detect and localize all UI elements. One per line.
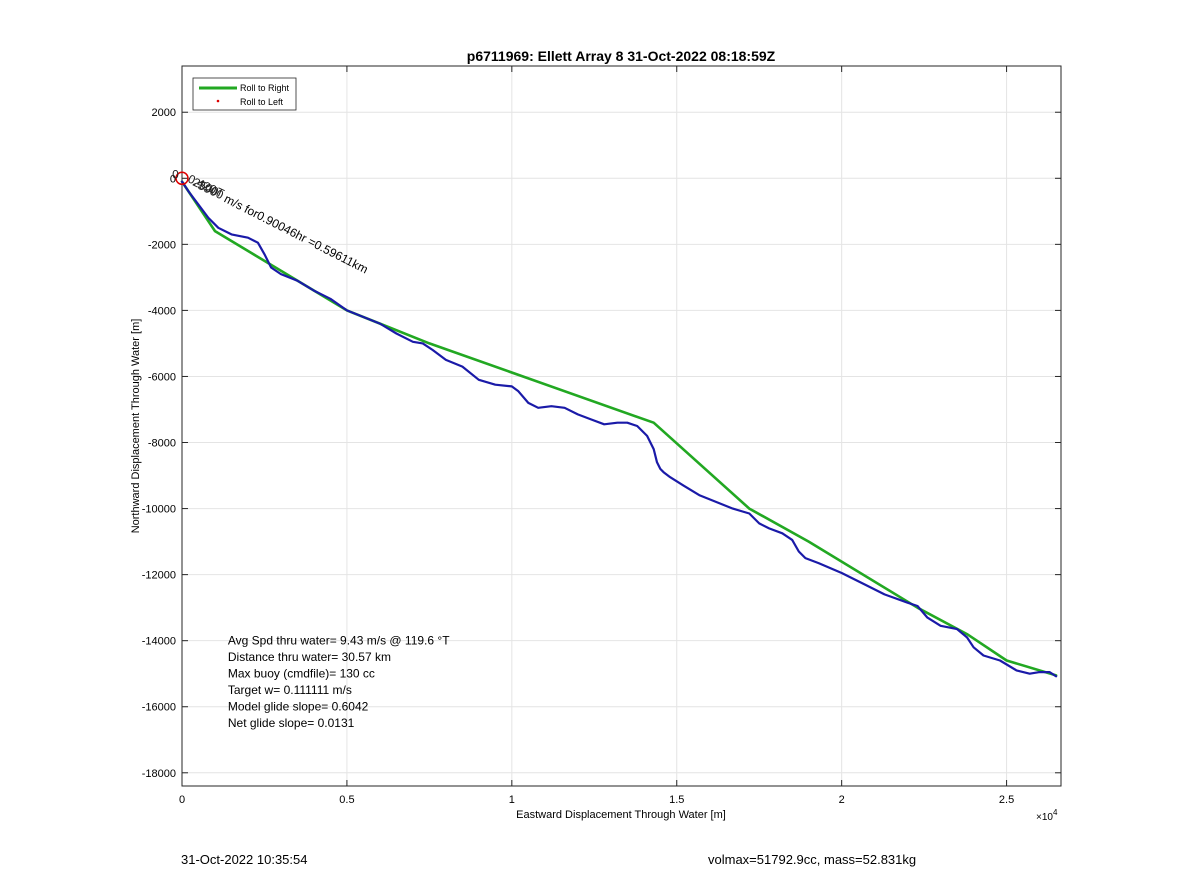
x-tick-label: 0.5 [339,794,354,806]
stats-annotation: Distance thru water= 30.57 km [228,650,391,664]
legend-roll-right-label: Roll to Right [240,83,290,93]
y-tick-label: -2000 [148,239,176,251]
annotations-layer: Avg Spd thru water= 9.43 m/s @ 119.6 °T D… [228,634,450,731]
x-tick-label: 0 [179,794,185,806]
y-tick-label: -14000 [142,636,176,648]
y-axis: 2000 0 -2000 -4000 -6000 -8000 -10000 -12000 -14… [142,107,1061,780]
y-tick-label: -4000 [148,305,176,317]
legend-box [192,77,297,111]
y-tick-label: 2000 [152,107,176,119]
x-tick-label: 1 [509,794,515,806]
legend-roll-left-marker [216,99,220,103]
x-axis-label: Eastward Displacement Through Water [m] [516,809,726,821]
legend: Roll to Right Roll to Left [192,77,297,111]
origin-label: 0 [172,167,179,181]
y-tick-label: -6000 [148,371,176,383]
x-tick-label: 2.5 [999,794,1014,806]
y-axis-label: Northward Displacement Through Water [m] [130,319,142,534]
y-tick-label: -16000 [142,702,176,714]
stats-annotation: Max buoy (cmdfile)= 130 cc [228,667,375,681]
x-exponent-base: ×10 [1036,812,1053,823]
footer-stats: volmax=51792.9cc, mass=52.831kg [708,852,917,867]
footer-timestamp: 31-Oct-2022 10:35:54 [181,852,308,867]
plot-area [181,65,1062,787]
stats-annotation: Target w= 0.111111 m/s [228,683,352,697]
x-tick-label: 2 [839,794,845,806]
segment-speed-label: m/s for0.90046hr =0.59611km [222,192,371,277]
x-tick-label: 1.5 [669,794,684,806]
y-tick-label: -10000 [142,504,176,516]
chart-title: p6711969: Ellett Array 8 31-Oct-2022 08:… [467,48,776,64]
series-line-roll-right [180,180,1058,677]
series-line-track [180,180,1058,678]
stats-annotation: Net glide slope= 0.0131 [228,716,355,730]
y-tick-label: 0 [170,173,176,185]
y-tick-label: -18000 [142,768,176,780]
y-tick-label: -12000 [142,570,176,582]
x-exponent-power: 4 [1053,808,1058,817]
x-exponent: ×104 [1036,808,1058,823]
grid-lines [181,66,1061,786]
y-tick-label: -8000 [148,438,176,450]
stats-annotation: Avg Spd thru water= 9.43 m/s @ 119.6 °T [228,634,450,648]
x-axis: 0 0.5 1 1.5 2 2.5 [179,66,1014,806]
series-layer [175,171,1058,678]
legend-roll-left-label: Roll to Left [240,97,284,107]
stats-annotation: Model glide slope= 0.6042 [228,700,369,714]
svg-text:×104: ×104 [1036,808,1058,823]
start-marker [175,171,189,186]
